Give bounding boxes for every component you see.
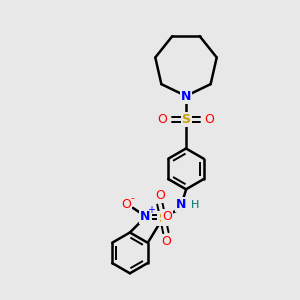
Text: O: O [205,113,214,126]
Text: -: - [131,193,135,203]
Text: O: O [158,113,167,126]
Text: S: S [158,212,167,225]
Text: N: N [140,210,151,224]
Text: S: S [182,113,190,126]
Text: O: O [163,210,172,224]
Text: O: O [155,189,165,202]
Text: N: N [176,198,187,212]
Text: N: N [181,89,191,103]
Text: +: + [148,205,155,215]
Text: O: O [161,235,171,248]
Text: O: O [122,198,131,212]
Text: H: H [191,200,199,210]
